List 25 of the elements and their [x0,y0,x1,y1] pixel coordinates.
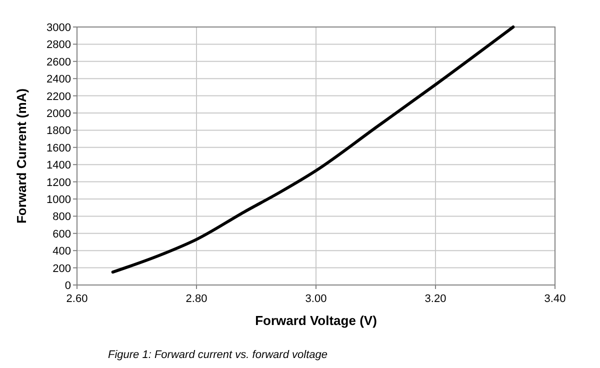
y-tick-label: 2000 [46,108,71,120]
y-tick-label: 2600 [46,56,71,68]
x-axis-title: Forward Voltage (V) [255,313,377,328]
y-tick-label: 600 [52,228,71,240]
x-tick-label: 3.00 [305,293,327,305]
y-tick-label: 0 [64,280,71,292]
x-tick-label: 2.60 [66,293,88,305]
caption: Figure 1: Forward current vs. forward voltage [108,349,328,361]
y-tick-label: 200 [52,262,71,275]
y-tick-label: 2800 [46,39,71,52]
y-tick-label: 1000 [46,194,71,206]
x-tick-label: 3.40 [544,293,566,305]
y-tick-label: 1400 [46,160,71,172]
y-tick-label: 400 [52,246,71,258]
y-tick-label: 1800 [46,125,71,138]
y-tick-label: 1600 [46,142,71,154]
x-tick-label: 2.80 [186,293,208,305]
y-axis-title: Forward Current (mA) [14,88,29,224]
x-tick-label: 3.20 [424,293,446,305]
y-tick-label: 1200 [46,176,71,189]
y-tick-label: 800 [52,211,71,224]
y-tick-label: 2400 [46,74,71,86]
y-tick-label: 3000 [46,22,71,34]
y-tick-label: 2200 [46,90,71,103]
line-series [111,26,515,274]
